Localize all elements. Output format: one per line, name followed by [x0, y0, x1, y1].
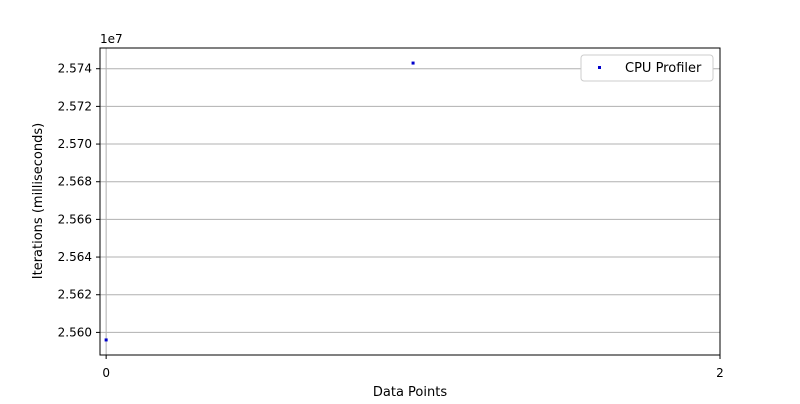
y-tick-label: 2.570 — [58, 137, 92, 151]
y-tick-label: 2.574 — [58, 62, 92, 76]
y-tick-label: 2.562 — [58, 288, 92, 302]
y-tick-label: 2.564 — [58, 250, 92, 264]
legend-marker — [598, 66, 601, 69]
x-axis-label: Data Points — [373, 385, 447, 400]
plot-area — [100, 48, 720, 355]
data-point — [104, 338, 108, 342]
y-tick-label: 2.572 — [58, 99, 92, 113]
y-axis-label: Iterations (milliseconds) — [31, 123, 46, 279]
y-axis-ticks: 2.560 2.562 2.564 2.566 2.568 2.570 2.572 2.574 — [58, 62, 100, 339]
y-offset-label: 1e7 — [100, 32, 123, 46]
y-tick-label: 2.568 — [58, 175, 92, 189]
legend-box — [580, 54, 714, 82]
legend-label: CPU Profiler — [625, 61, 702, 76]
x-tick-label: 2 — [716, 366, 724, 380]
x-tick-label: 0 — [102, 366, 110, 380]
plot-frame — [99, 47, 721, 356]
y-tick-label: 2.566 — [58, 212, 92, 226]
data-marks — [104, 61, 415, 342]
legend: CPU Profiler — [580, 54, 714, 82]
data-point — [411, 61, 415, 65]
y-tick-label: 2.560 — [58, 325, 92, 339]
